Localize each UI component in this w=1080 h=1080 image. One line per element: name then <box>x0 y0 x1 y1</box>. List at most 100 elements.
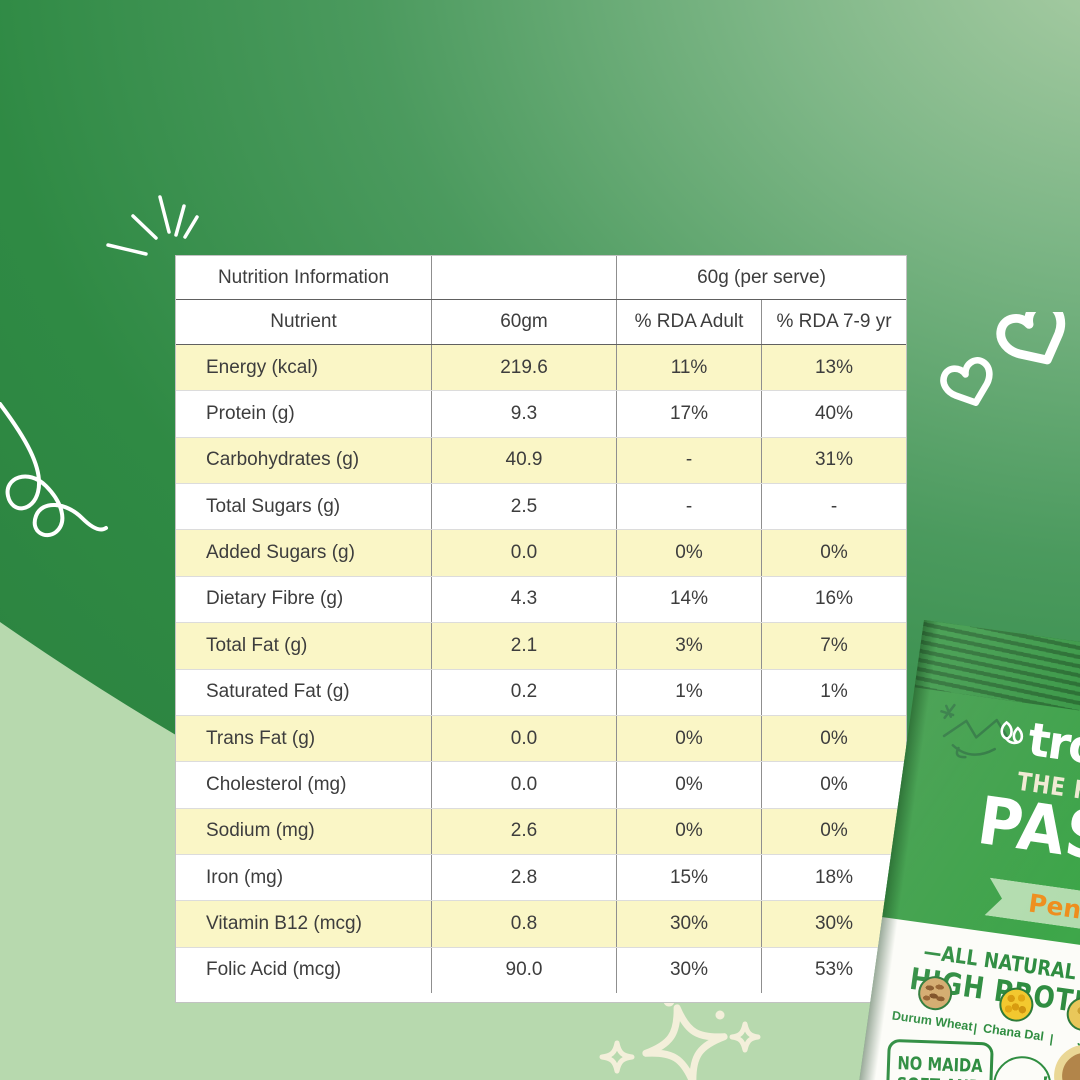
table-row: Folic Acid (mcg) 90.0 30% 53% <box>176 947 906 994</box>
rda-child-value: 7% <box>761 623 906 669</box>
rda-adult-value: 0% <box>616 530 761 576</box>
brand-name: troo <box>1024 711 1080 780</box>
nutrient-name: Total Fat (g) <box>206 634 308 656</box>
nutrient-name: Trans Fat (g) <box>206 727 316 749</box>
nutrient-name: Protein (g) <box>206 403 295 425</box>
rda-adult-value: 14% <box>616 576 761 623</box>
amount-value: 0.8 <box>431 901 616 947</box>
table-row: Sodium (mg) 2.6 0% 0% <box>176 808 906 855</box>
rda-adult-value: 11% <box>616 345 761 391</box>
nutrient-name: Iron (mg) <box>206 866 284 888</box>
nutrient-name: Added Sugars (g) <box>206 542 355 564</box>
no-maida-stamp-badge: NO MAIDA SOFT AND <box>885 1038 994 1080</box>
rda-adult-value: 1% <box>616 669 761 715</box>
amount-value: 0.0 <box>431 715 616 762</box>
amount-value: 2.6 <box>431 808 616 854</box>
table-row: Trans Fat (g) 0.0 0% 0% <box>176 715 906 763</box>
rda-child-value: 16% <box>761 576 906 623</box>
rda-child-value: - <box>761 484 906 530</box>
yum-text: yum! <box>995 1073 1049 1080</box>
table-title: Nutrition Information <box>217 266 390 288</box>
rda-adult-value: 0% <box>616 762 761 808</box>
ingredient-separator: | <box>972 1020 979 1036</box>
rda-adult-value: 0% <box>616 808 761 854</box>
nutrient-name: Energy (kcal) <box>206 356 318 378</box>
nutrient-name: Total Sugars (g) <box>206 495 341 517</box>
table-row: Total Sugars (g) 2.5 - - <box>176 484 906 531</box>
serving-size-header: 60g (per serve) <box>616 256 906 299</box>
package-front-green: troo THE HEA PAS <box>882 687 1080 977</box>
table-row: Saturated Fat (g) 0.2 1% 1% <box>176 669 906 716</box>
col-header-amount: 60gm <box>431 300 616 344</box>
amount-value: 4.3 <box>431 576 616 623</box>
rda-adult-value: 3% <box>616 623 761 669</box>
rda-child-value: 30% <box>761 901 906 947</box>
hearts-doodle-icon <box>918 312 1080 447</box>
sparkle-burst-icon <box>100 185 210 275</box>
amount-value: 0.0 <box>431 762 616 808</box>
product-name: PAS <box>973 781 1080 877</box>
amount-value: 2.1 <box>431 623 616 669</box>
rda-child-value: 13% <box>761 345 906 391</box>
pasta-package: troo THE HEA PAS Penne —ALL NATURAL ING … <box>834 620 1080 1080</box>
nutrient-name: Cholesterol (mg) <box>206 773 347 795</box>
col-header-rda-child: % RDA 7-9 yr <box>761 300 906 344</box>
table-row: Carbohydrates (g) 40.9 - 31% <box>176 437 906 485</box>
ingredient-label: Durum Wheat <box>891 1008 974 1034</box>
amount-value: 2.5 <box>431 484 616 530</box>
partial-badge-icon <box>1050 1040 1080 1080</box>
ingredient-separator: | <box>1048 1031 1055 1047</box>
table-row: Total Fat (g) 2.1 3% 7% <box>176 623 906 670</box>
rda-child-value: 0% <box>761 715 906 762</box>
rda-child-value: 1% <box>761 669 906 715</box>
stamp-line-2: SOFT AND <box>897 1074 982 1080</box>
nutrient-name: Dietary Fibre (g) <box>206 588 344 610</box>
rda-child-value: 31% <box>761 437 906 484</box>
amount-value: 40.9 <box>431 437 616 484</box>
empty-header-cell <box>431 256 616 299</box>
rda-adult-value: - <box>616 484 761 530</box>
rda-adult-value: 17% <box>616 391 761 437</box>
nutrient-name: Carbohydrates (g) <box>206 449 360 471</box>
amount-value: 9.3 <box>431 391 616 437</box>
rda-adult-value: - <box>616 437 761 484</box>
rda-child-value: 0% <box>761 808 906 854</box>
table-row: Energy (kcal) 219.6 11% 13% <box>176 345 906 392</box>
nutrient-name: Sodium (mg) <box>206 820 315 842</box>
table-row: Added Sugars (g) 0.0 0% 0% <box>176 530 906 577</box>
rda-child-value: 40% <box>761 391 906 437</box>
rda-child-value: 0% <box>761 762 906 808</box>
rda-child-value: 53% <box>761 947 906 994</box>
amount-value: 90.0 <box>431 947 616 994</box>
scribble-loops-icon <box>0 402 112 552</box>
col-header-rda-adult: % RDA Adult <box>616 300 761 344</box>
table-row: Cholesterol (mg) 0.0 0% 0% <box>176 762 906 809</box>
rda-adult-value: 15% <box>616 854 761 901</box>
brand-logo: troo <box>994 711 1080 780</box>
rda-adult-value: 30% <box>616 901 761 947</box>
crown-doodle-icon <box>925 698 1028 773</box>
table-row: Protein (g) 9.3 17% 40% <box>176 391 906 438</box>
yum-badge: yum! <box>992 1055 1053 1080</box>
nutrition-table: Nutrition Information 60g (per serve) Nu… <box>175 255 907 1004</box>
amount-value: 219.6 <box>431 345 616 391</box>
table-row: Dietary Fibre (g) 4.3 14% 16% <box>176 576 906 624</box>
rda-child-value: 0% <box>761 530 906 576</box>
amount-value: 2.8 <box>431 854 616 901</box>
nutrient-name: Saturated Fat (g) <box>206 681 350 703</box>
rda-adult-value: 0% <box>616 715 761 762</box>
nutrient-name: Folic Acid (mcg) <box>206 959 342 981</box>
col-header-nutrient: Nutrient <box>270 311 337 332</box>
table-row: Iron (mg) 2.8 15% 18% <box>176 854 906 902</box>
table-row: Vitamin B12 (mcg) 0.8 30% 30% <box>176 901 906 948</box>
table-body: Energy (kcal) 219.6 11% 13% Protein (g) … <box>176 345 906 994</box>
rda-child-value: 18% <box>761 854 906 901</box>
nutrient-name: Vitamin B12 (mcg) <box>206 912 362 934</box>
amount-value: 0.0 <box>431 530 616 576</box>
rda-adult-value: 30% <box>616 947 761 994</box>
table-column-header-row: Nutrient 60gm % RDA Adult % RDA 7-9 yr <box>176 300 906 345</box>
ingredient-label: Chana Dal <box>982 1021 1045 1044</box>
amount-value: 0.2 <box>431 669 616 715</box>
leaf-icon <box>1000 720 1024 745</box>
